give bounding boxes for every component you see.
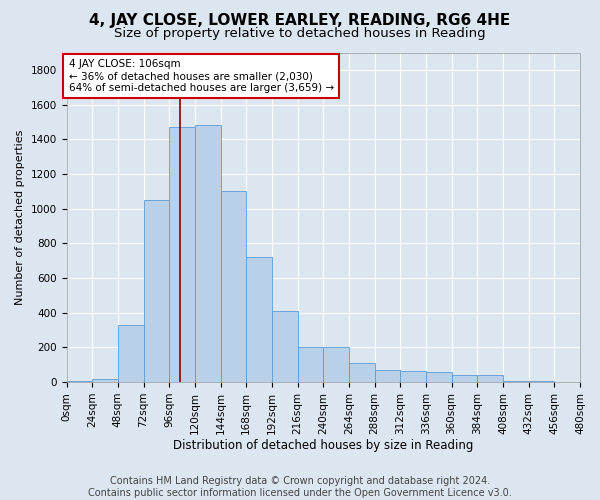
Bar (452, 375, 478, 382)
Bar (323, 348, 349, 382)
Bar (118, 325, 143, 382)
Bar (221, 192, 246, 382)
Bar (195, 126, 221, 382)
Bar (92, 378, 118, 382)
Text: 4, JAY CLOSE, LOWER EARLEY, READING, RG6 4HE: 4, JAY CLOSE, LOWER EARLEY, READING, RG6… (89, 12, 511, 28)
Bar (169, 127, 195, 382)
Text: Contains HM Land Registry data © Crown copyright and database right 2024.
Contai: Contains HM Land Registry data © Crown c… (88, 476, 512, 498)
Y-axis label: Number of detached properties: Number of detached properties (15, 130, 25, 305)
Text: Size of property relative to detached houses in Reading: Size of property relative to detached ho… (114, 28, 486, 40)
Text: 4 JAY CLOSE: 106sqm
← 36% of detached houses are smaller (2,030)
64% of semi-det: 4 JAY CLOSE: 106sqm ← 36% of detached ho… (68, 60, 334, 92)
Bar (349, 363, 374, 382)
Bar (374, 370, 400, 382)
X-axis label: Distribution of detached houses by size in Reading: Distribution of detached houses by size … (173, 440, 473, 452)
Bar (478, 375, 503, 382)
Bar (529, 381, 554, 382)
Bar (426, 372, 452, 382)
Bar (503, 381, 529, 382)
Bar (400, 371, 426, 382)
Bar (143, 200, 169, 382)
Bar (67, 381, 92, 382)
Bar (272, 311, 298, 382)
Bar (246, 257, 272, 382)
Bar (298, 348, 323, 382)
